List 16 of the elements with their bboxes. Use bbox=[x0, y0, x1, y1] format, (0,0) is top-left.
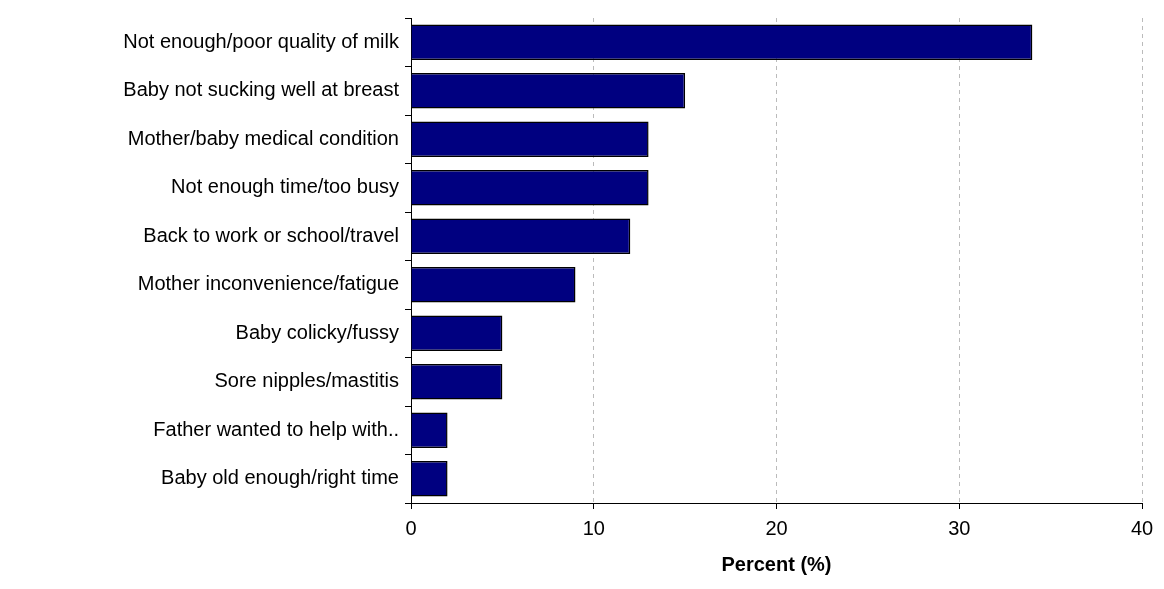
y-tick-label: Baby not sucking well at breast bbox=[123, 78, 400, 101]
x-tick-label: 0 bbox=[405, 516, 417, 539]
y-tick-label: Mother/baby medical condition bbox=[127, 126, 399, 149]
y-tick-label: Back to work or school/travel bbox=[143, 223, 399, 246]
x-axis-title: Percent (%) bbox=[721, 552, 832, 575]
x-tick-label: 10 bbox=[582, 516, 605, 539]
x-tick-label: 30 bbox=[948, 516, 971, 539]
y-tick-label: Baby old enough/right time bbox=[161, 466, 399, 489]
y-tick-label: Not enough time/too busy bbox=[171, 175, 399, 198]
x-tick-label: 40 bbox=[1130, 516, 1154, 539]
y-tick-label: Baby colicky/fussy bbox=[235, 320, 399, 343]
x-tick-label: 20 bbox=[765, 516, 788, 539]
y-tick-label: Sore nipples/mastitis bbox=[214, 369, 399, 392]
y-tick-label: Mother inconvenience/fatigue bbox=[137, 272, 399, 295]
y-tick-label: Father wanted to help with.. bbox=[153, 417, 399, 440]
y-tick-label: Not enough/poor quality of milk bbox=[123, 29, 400, 52]
